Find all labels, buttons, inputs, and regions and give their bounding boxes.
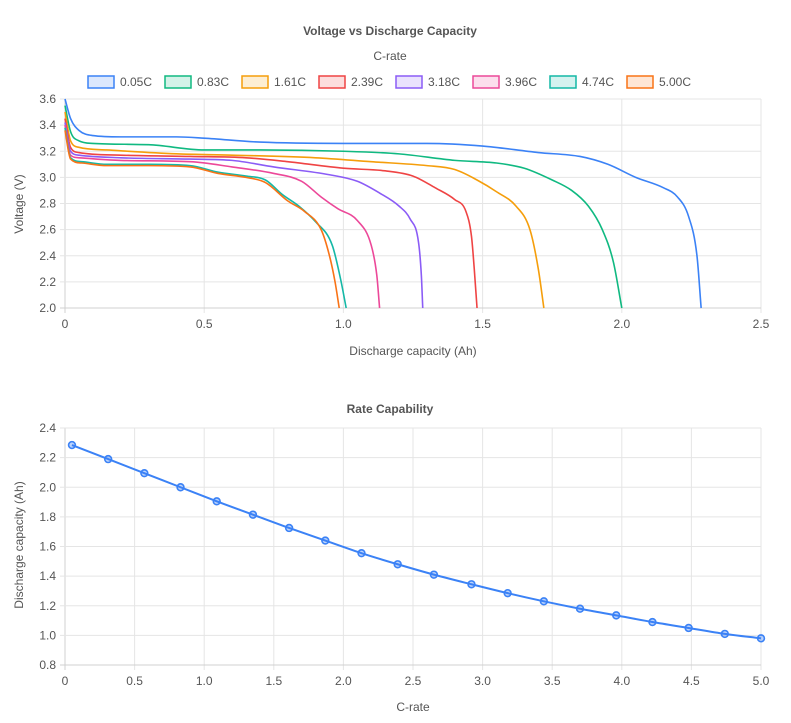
chart2-y-tick-label: 0.8 <box>39 658 56 672</box>
chart2-data-point <box>284 523 294 533</box>
chart2-y-tick-label: 1.6 <box>39 540 56 554</box>
chart1-series-line-1.61C <box>64 111 545 309</box>
chart2-x-axis-label: C-rate <box>396 700 430 714</box>
legend-swatch-4.74C <box>549 75 577 89</box>
legend-label-1.61C: 1.61C <box>274 75 306 89</box>
legend-label-3.96C: 3.96C <box>505 75 537 89</box>
chart2-x-tick-label: 4.0 <box>613 674 630 688</box>
chart2-x-tick-label: 0.5 <box>126 674 143 688</box>
chart1-x-tick-label: 2.0 <box>613 317 630 331</box>
chart1-series-line-5.00C <box>64 130 341 309</box>
chart1-y-tick-label: 2.4 <box>39 249 56 263</box>
chart1-title: Voltage vs Discharge Capacity <box>303 24 477 38</box>
chart2-x-tick-label: 4.5 <box>683 674 700 688</box>
chart1-y-tick-label: 2.2 <box>39 275 56 289</box>
chart2-data-point <box>612 611 621 620</box>
chart1-series-line-3.18C <box>64 122 424 309</box>
chart2-data-point <box>393 560 402 569</box>
chart2-y-tick-label: 2.0 <box>39 480 56 494</box>
chart2-data-point <box>684 623 693 633</box>
chart2-y-tick-label: 2.4 <box>39 421 56 435</box>
chart1-plot: 0 0.5 1.0 1.5 2.0 2.5 2.0 2.2 2.4 2.6 2.8 3.0 3.2 3.4… <box>39 92 769 331</box>
chart2-data-point <box>429 570 439 579</box>
chart2-x-tick-label: 1.0 <box>196 674 213 688</box>
chart2-data-point <box>140 468 149 478</box>
chart2-data-point <box>648 617 657 627</box>
chart2-y-tick-label: 1.0 <box>39 628 56 642</box>
chart1-series-line-4.74C <box>64 127 347 309</box>
chart1-legend-title: C-rate <box>373 49 407 63</box>
chart1-x-tick-label: 0.5 <box>196 317 213 331</box>
chart1-x-tick-label: 1.5 <box>474 317 491 331</box>
chart2-y-tick-label: 1.2 <box>39 599 56 613</box>
chart1-y-tick-label: 3.0 <box>39 170 56 184</box>
chart1-y-tick-label: 2.8 <box>39 197 56 211</box>
chart2-x-tick-label: 0 <box>62 674 69 688</box>
chart2-data-point <box>503 588 512 598</box>
legend-label-5.00C: 5.00C <box>659 75 691 89</box>
chart2-data-point <box>248 510 258 519</box>
chart2-x-tick-label: 1.5 <box>265 674 282 688</box>
chart1-y-tick-label: 3.6 <box>39 92 56 106</box>
chart2-data-point <box>321 536 330 545</box>
chart2-data-point <box>539 597 549 606</box>
legend-swatch-0.05C <box>87 75 115 89</box>
chart2-series-line <box>71 444 762 640</box>
chart1-series-line-2.39C <box>64 118 478 309</box>
chart1-y-tick-label: 2.6 <box>39 223 56 237</box>
chart1-y-tick-label: 3.2 <box>39 144 56 158</box>
chart2-data-point <box>67 440 77 450</box>
chart2-y-tick-label: 2.2 <box>39 451 56 465</box>
chart1-y-tick-label: 3.4 <box>39 118 56 132</box>
chart2-x-tick-label: 2.0 <box>335 674 352 688</box>
chart2-data-point <box>212 497 221 506</box>
chart2-data-point <box>103 454 113 464</box>
legend-label-3.18C: 3.18C <box>428 75 460 89</box>
legend-label-0.05C: 0.05C <box>120 75 152 89</box>
chart2-data-point <box>357 548 366 558</box>
chart2-x-tick-label: 3.5 <box>544 674 561 688</box>
legend-swatch-1.61C <box>241 75 269 89</box>
chart1-x-tick-label: 0 <box>62 317 69 331</box>
chart2-data-point <box>720 629 730 639</box>
chart2-y-axis-label: Discharge capacity (Ah) <box>12 481 26 608</box>
chart1-y-axis-label: Voltage (V) <box>12 174 26 233</box>
chart1-series-line-0.83C <box>64 105 623 309</box>
chart2-x-tick-label: 2.5 <box>405 674 422 688</box>
chart1-y-tick-label: 2.0 <box>39 301 56 315</box>
chart1-x-tick-label: 2.5 <box>753 317 770 331</box>
chart1-series-line-3.96C <box>64 124 381 309</box>
chart2-data-point <box>756 634 766 643</box>
chart2-title: Rate Capability <box>347 402 434 416</box>
legend-swatch-3.96C <box>472 75 500 89</box>
legend-swatch-0.83C <box>164 75 192 89</box>
chart2-plot: 0 0.5 1.0 1.5 2.0 2.5 3.0 3.5 4.0 4.5 5.0 0.8 1.0 1.2… <box>39 421 769 688</box>
legend-swatch-5.00C <box>626 75 654 89</box>
chart2-data-point <box>575 604 585 613</box>
chart2-y-tick-label: 1.4 <box>39 569 56 583</box>
legend-label-2.39C: 2.39C <box>351 75 383 89</box>
chart1-legend: 0.05C 0.83C 1.61C 2.39C 3.18C 3.96C 4.74C 5.00C <box>87 75 691 89</box>
chart1-x-axis-label: Discharge capacity (Ah) <box>349 344 476 358</box>
chart2-data-point <box>467 580 476 589</box>
chart2-x-tick-label: 3.0 <box>474 674 491 688</box>
chart2-data-point <box>176 483 185 492</box>
legend-label-0.83C: 0.83C <box>197 75 229 89</box>
chart1-x-tick-label: 1.0 <box>335 317 352 331</box>
chart2-x-tick-label: 5.0 <box>753 674 770 688</box>
legend-swatch-2.39C <box>318 75 346 89</box>
legend-swatch-3.18C <box>395 75 423 89</box>
chart2-y-tick-label: 1.8 <box>39 510 56 524</box>
chart1-series-line-0.05C <box>64 98 702 309</box>
legend-label-4.74C: 4.74C <box>582 75 614 89</box>
